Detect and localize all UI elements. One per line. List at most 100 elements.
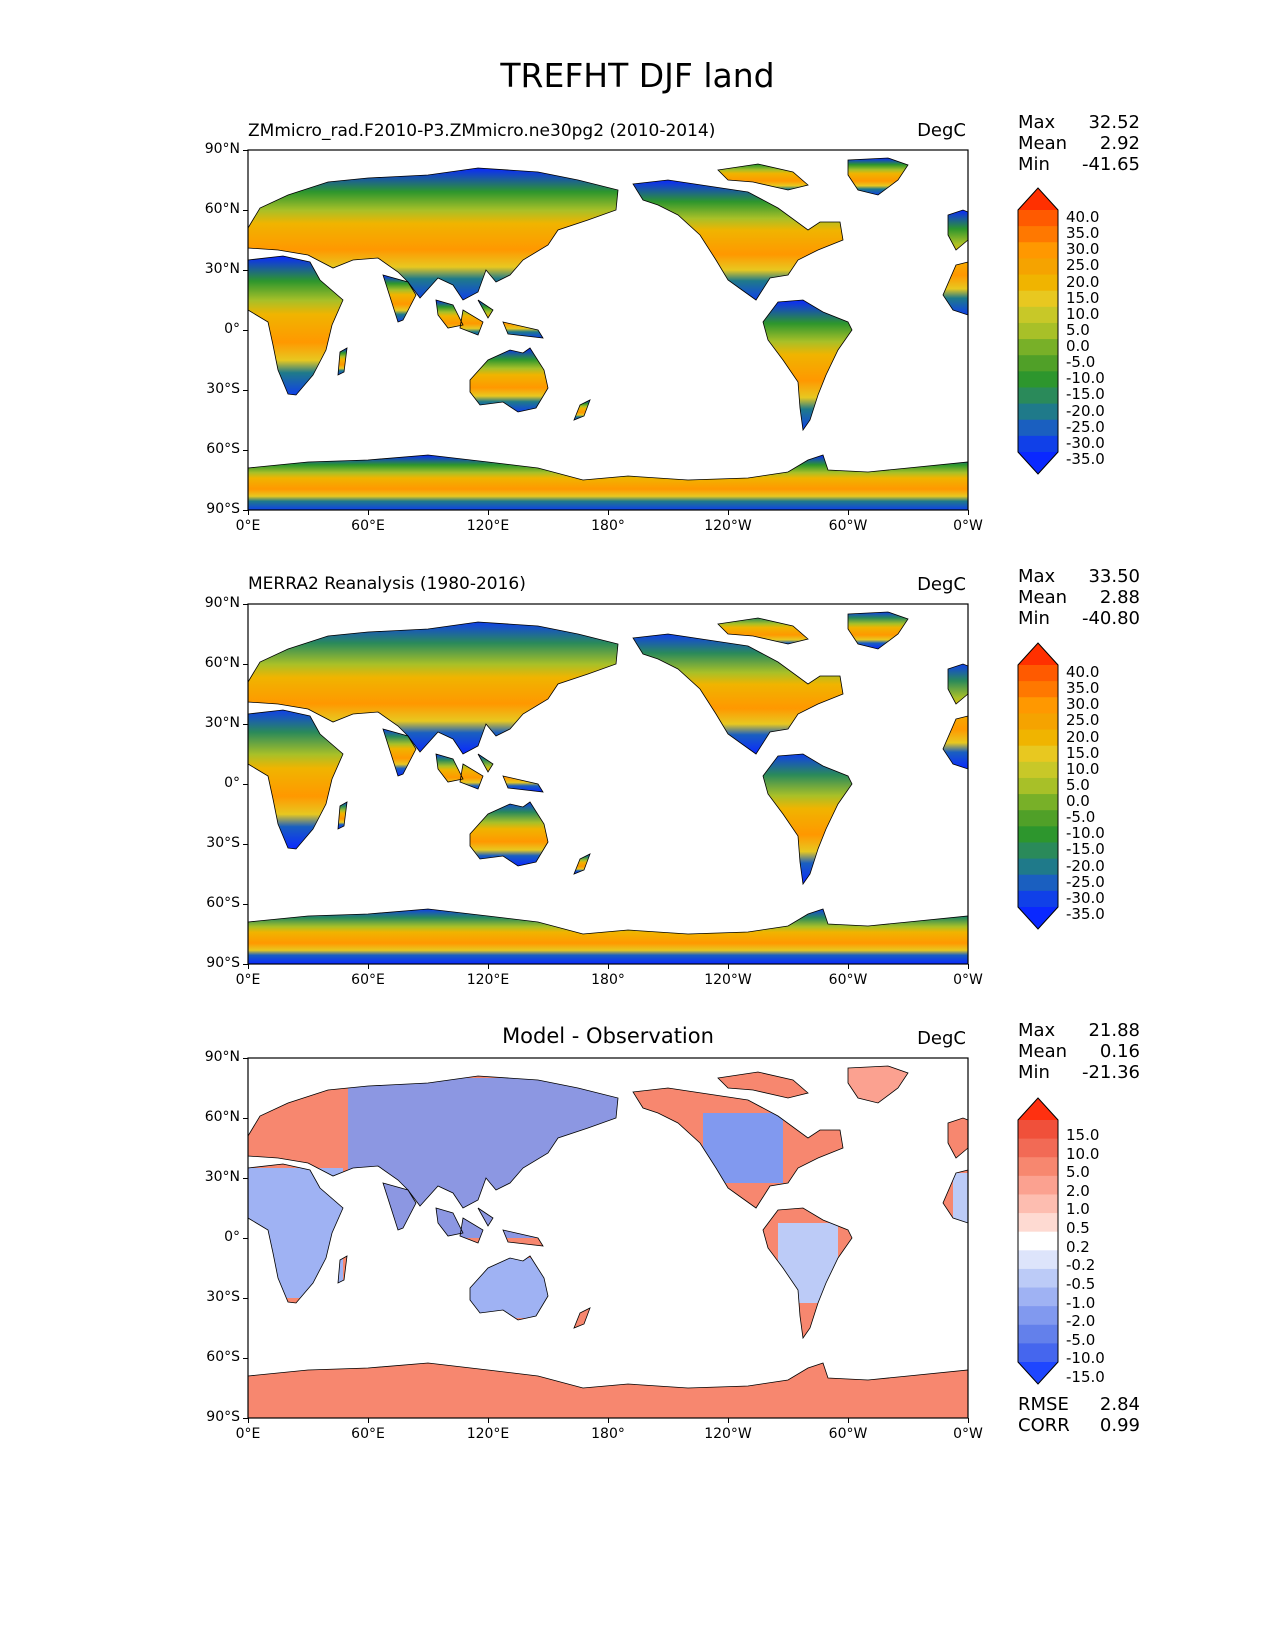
- colorbar-segment: [1018, 1287, 1058, 1307]
- y-tick-mark: [243, 1238, 248, 1239]
- panel-diff-error-stats: RMSE 2.84 CORR 0.99: [1018, 1394, 1148, 1436]
- x-tick-mark: [488, 510, 489, 515]
- colorbar-segment: [1018, 1175, 1058, 1195]
- colorbar-label: 10.0: [1066, 304, 1100, 323]
- colorbar-label: -5.0: [1066, 808, 1096, 827]
- y-tick-mark: [243, 604, 248, 605]
- panel-obs-stats: Max 33.50 Mean 2.88 Min -40.80: [1018, 566, 1148, 629]
- panel-model-map: [247, 149, 969, 511]
- y-tick-label: 60°N: [204, 1109, 240, 1125]
- colorbar-segment: [1018, 419, 1058, 437]
- stat-max-label: Max: [1018, 566, 1056, 587]
- y-tick-label: 0°: [224, 775, 240, 791]
- colorbar-segment: [1018, 761, 1058, 779]
- x-tick-mark: [488, 964, 489, 969]
- colorbar-label: 20.0: [1066, 272, 1100, 291]
- colorbar-segment: [1018, 1231, 1058, 1251]
- stat-max: 32.52: [1088, 112, 1140, 133]
- colorbar-label: -20.0: [1066, 856, 1105, 875]
- colorbar-label: -15.0: [1066, 840, 1105, 859]
- x-tick-label: 120°W: [704, 1426, 752, 1442]
- stat-max-label: Max: [1018, 1020, 1056, 1041]
- x-tick-label: 120°W: [704, 518, 752, 534]
- colorbar-segment: [1018, 842, 1058, 860]
- y-tick-mark: [243, 1418, 248, 1419]
- colorbar-extend-top: [1018, 1098, 1058, 1120]
- colorbar-segment: [1018, 258, 1058, 276]
- y-tick-label: 90°N: [204, 141, 240, 157]
- colorbar-label: -0.2: [1066, 1256, 1096, 1275]
- x-tick-label: 180°: [591, 1426, 625, 1442]
- colorbar-label: 25.0: [1066, 256, 1100, 275]
- colorbar-segment: [1018, 435, 1058, 453]
- y-tick-label: 90°S: [206, 955, 240, 971]
- x-tick-mark: [368, 1418, 369, 1423]
- y-tick-mark: [243, 724, 248, 725]
- stat-max: 21.88: [1088, 1020, 1140, 1041]
- x-tick-mark: [608, 510, 609, 515]
- colorbar-outline: [1017, 1097, 1059, 1385]
- stat-max-label: Max: [1018, 112, 1056, 133]
- colorbar-segment: [1018, 826, 1058, 843]
- x-tick-mark: [968, 1418, 969, 1423]
- y-tick-mark: [243, 964, 248, 965]
- y-tick-mark: [243, 1358, 248, 1359]
- y-tick-label: 60°N: [204, 201, 240, 217]
- colorbar-segment: [1018, 387, 1058, 405]
- y-tick-label: 0°: [224, 321, 240, 337]
- colorbar-segment: [1018, 745, 1058, 763]
- colorbar-label: 40.0: [1066, 208, 1100, 226]
- colorbar-extend-bottom: [1018, 907, 1058, 929]
- colorbar-segment: [1018, 355, 1058, 372]
- y-tick-label: 30°N: [204, 261, 240, 277]
- y-tick-label: 60°S: [206, 1349, 240, 1365]
- colorbar-label: -35.0: [1066, 905, 1105, 923]
- y-tick-label: 30°S: [206, 1289, 240, 1305]
- panel-obs-title: MERRA2 Reanalysis (1980-2016): [248, 574, 526, 594]
- x-tick-label: 60°E: [351, 1426, 385, 1442]
- y-tick-label: 0°: [224, 1229, 240, 1245]
- stat-mean-label: Mean: [1018, 1041, 1068, 1062]
- colorbar-extend-top: [1018, 643, 1058, 665]
- x-tick-mark: [248, 510, 249, 515]
- colorbar-label: 0.2: [1066, 1237, 1090, 1256]
- x-tick-mark: [608, 964, 609, 969]
- panel-diff-title: Model - Observation: [502, 1024, 714, 1048]
- stat-mean: 2.88: [1099, 587, 1140, 608]
- x-tick-label: 120°E: [466, 518, 510, 534]
- colorbar-label: -10.0: [1066, 1349, 1105, 1368]
- corr-label: CORR: [1018, 1415, 1070, 1436]
- colorbar-label: 2.0: [1066, 1181, 1090, 1200]
- colorbar-segment: [1018, 371, 1058, 388]
- y-tick-label: 90°N: [204, 1049, 240, 1065]
- x-tick-label: 0°E: [235, 518, 261, 534]
- colorbar-segment: [1018, 1213, 1058, 1233]
- colorbar-label: -5.0: [1066, 353, 1096, 372]
- panel-diff-colorbar: [1017, 1097, 1059, 1385]
- colorbar-label: 1.0: [1066, 1200, 1090, 1219]
- y-tick-mark: [243, 844, 248, 845]
- stat-min: -41.65: [1081, 154, 1140, 175]
- colorbar-label: 0.5: [1066, 1219, 1090, 1238]
- x-tick-mark: [608, 1418, 609, 1423]
- colorbar-segment: [1018, 403, 1058, 421]
- colorbar-outline: [1017, 187, 1059, 475]
- colorbar-label: 5.0: [1066, 320, 1090, 339]
- colorbar-label: -25.0: [1066, 872, 1105, 891]
- y-tick-label: 90°N: [204, 595, 240, 611]
- colorbar-label: 10.0: [1066, 1144, 1100, 1163]
- colorbar-segment: [1018, 210, 1058, 227]
- rmse-label: RMSE: [1018, 1394, 1069, 1415]
- colorbar-segment: [1018, 890, 1058, 908]
- y-tick-mark: [243, 270, 248, 271]
- colorbar-label: -5.0: [1066, 1330, 1096, 1349]
- colorbar-label: -2.0: [1066, 1312, 1096, 1331]
- colorbar-label: 15.0: [1066, 1126, 1100, 1144]
- panel-obs-units: DegC: [917, 574, 966, 595]
- colorbar-label: 0.0: [1066, 792, 1090, 811]
- x-tick-label: 120°E: [466, 1426, 510, 1442]
- colorbar-label: 15.0: [1066, 288, 1100, 307]
- y-tick-label: 30°N: [204, 715, 240, 731]
- x-tick-mark: [368, 964, 369, 969]
- x-tick-mark: [728, 964, 729, 969]
